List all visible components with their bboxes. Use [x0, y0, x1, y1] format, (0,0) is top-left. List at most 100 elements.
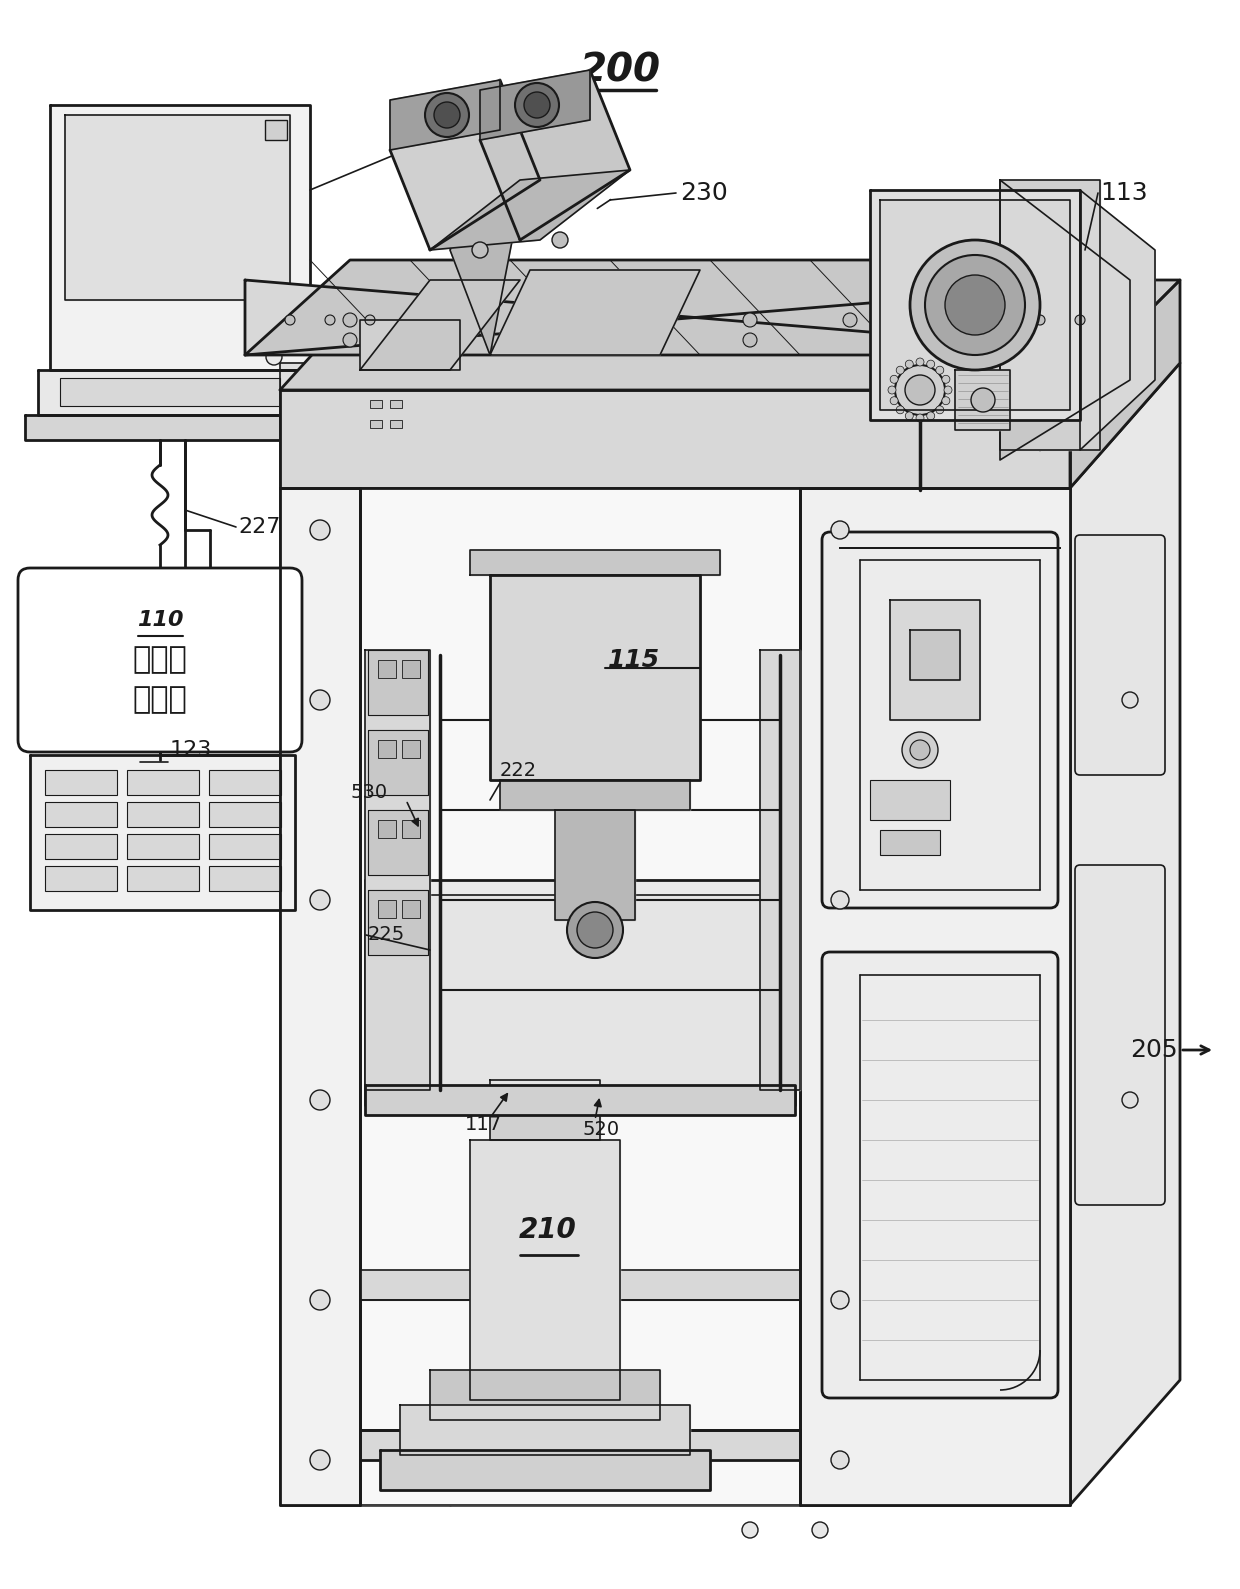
- Bar: [402, 659, 420, 679]
- Polygon shape: [401, 1405, 689, 1456]
- Polygon shape: [379, 895, 780, 1095]
- Circle shape: [944, 386, 952, 394]
- Polygon shape: [30, 755, 295, 910]
- Bar: [45, 771, 117, 794]
- Bar: [45, 802, 117, 826]
- Polygon shape: [1070, 280, 1180, 488]
- Polygon shape: [379, 1451, 711, 1490]
- Polygon shape: [480, 70, 590, 140]
- Circle shape: [325, 315, 335, 326]
- Bar: [402, 740, 420, 758]
- Circle shape: [905, 375, 935, 405]
- Circle shape: [890, 375, 898, 383]
- Polygon shape: [470, 550, 720, 575]
- Circle shape: [926, 361, 935, 369]
- Circle shape: [310, 520, 330, 540]
- Circle shape: [310, 1290, 330, 1309]
- Bar: [210, 866, 281, 891]
- Circle shape: [743, 334, 756, 346]
- Polygon shape: [246, 280, 1145, 354]
- Polygon shape: [64, 114, 290, 300]
- Bar: [880, 829, 940, 855]
- Circle shape: [942, 397, 950, 405]
- Circle shape: [936, 365, 944, 373]
- Circle shape: [890, 397, 898, 405]
- Bar: [210, 802, 281, 826]
- Circle shape: [343, 334, 357, 346]
- Circle shape: [743, 313, 756, 327]
- Circle shape: [888, 386, 897, 394]
- FancyBboxPatch shape: [822, 952, 1058, 1398]
- Circle shape: [472, 242, 489, 257]
- Text: 数字成: 数字成: [133, 645, 187, 674]
- Polygon shape: [450, 200, 520, 354]
- Polygon shape: [490, 270, 701, 354]
- Polygon shape: [490, 575, 701, 780]
- Polygon shape: [360, 1270, 800, 1300]
- Text: 117: 117: [465, 1115, 502, 1135]
- Bar: [126, 771, 198, 794]
- Circle shape: [310, 890, 330, 910]
- Circle shape: [434, 102, 460, 129]
- Text: 113: 113: [1100, 181, 1148, 205]
- Bar: [60, 378, 280, 407]
- Bar: [402, 820, 420, 837]
- FancyBboxPatch shape: [1075, 535, 1166, 775]
- Circle shape: [644, 334, 657, 346]
- Text: 225: 225: [368, 925, 405, 944]
- Bar: [370, 419, 382, 427]
- Bar: [870, 780, 950, 820]
- Polygon shape: [1070, 362, 1180, 1505]
- Circle shape: [905, 412, 914, 419]
- Text: 205: 205: [1130, 1038, 1178, 1061]
- Polygon shape: [500, 780, 689, 810]
- Circle shape: [443, 334, 458, 346]
- Polygon shape: [470, 1139, 620, 1400]
- Polygon shape: [360, 1430, 800, 1460]
- Polygon shape: [490, 1081, 600, 1139]
- Polygon shape: [870, 191, 1080, 419]
- Text: 222: 222: [500, 761, 537, 780]
- FancyBboxPatch shape: [1075, 864, 1166, 1204]
- Circle shape: [831, 521, 849, 539]
- Circle shape: [916, 358, 924, 365]
- Text: 520: 520: [582, 1120, 619, 1139]
- Circle shape: [831, 891, 849, 909]
- Text: 227: 227: [238, 516, 280, 537]
- Text: 530: 530: [351, 783, 388, 802]
- Circle shape: [577, 912, 613, 949]
- Circle shape: [443, 313, 458, 327]
- Polygon shape: [910, 629, 960, 680]
- Circle shape: [515, 83, 559, 127]
- Circle shape: [267, 350, 281, 365]
- Circle shape: [926, 412, 935, 419]
- Bar: [45, 834, 117, 860]
- Circle shape: [1122, 1092, 1138, 1108]
- Polygon shape: [280, 280, 1180, 389]
- Polygon shape: [368, 890, 428, 955]
- Circle shape: [942, 375, 950, 383]
- Polygon shape: [999, 180, 1130, 459]
- Bar: [391, 400, 402, 408]
- Polygon shape: [360, 488, 800, 1505]
- Circle shape: [425, 94, 469, 137]
- Circle shape: [310, 1451, 330, 1470]
- Circle shape: [343, 313, 357, 327]
- Polygon shape: [999, 180, 1100, 450]
- Circle shape: [1035, 315, 1045, 326]
- Bar: [402, 899, 420, 918]
- Circle shape: [905, 361, 914, 369]
- Circle shape: [552, 232, 568, 248]
- Polygon shape: [391, 79, 500, 149]
- Bar: [126, 802, 198, 826]
- Polygon shape: [38, 370, 322, 415]
- Polygon shape: [556, 810, 635, 920]
- Circle shape: [1122, 691, 1138, 709]
- Circle shape: [916, 415, 924, 423]
- Bar: [370, 400, 382, 408]
- Polygon shape: [1080, 191, 1154, 450]
- Circle shape: [543, 313, 557, 327]
- Text: 110: 110: [136, 610, 184, 629]
- Circle shape: [942, 313, 957, 327]
- Circle shape: [831, 1290, 849, 1309]
